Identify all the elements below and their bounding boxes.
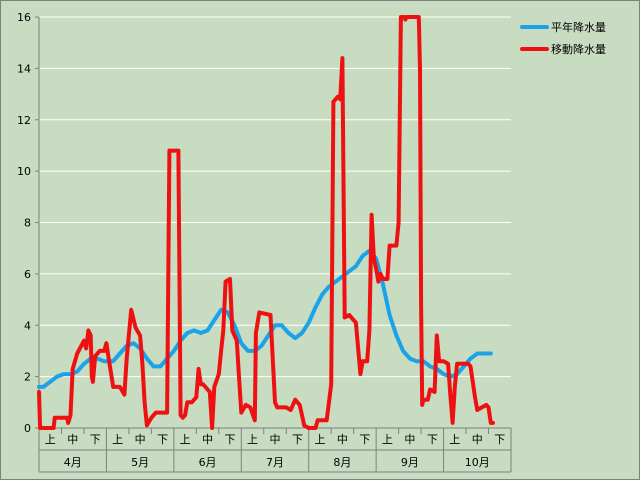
y-tick-label-4: 4 <box>24 319 31 332</box>
period-label: 下 <box>157 433 168 446</box>
period-label: 中 <box>337 433 348 446</box>
axes <box>35 16 512 473</box>
y-tick-label-2: 2 <box>24 371 31 384</box>
series-line-normal-rainfall <box>37 248 493 389</box>
period-label: 中 <box>135 433 146 446</box>
month-label: 8月 <box>333 456 351 469</box>
period-label: 中 <box>67 433 78 446</box>
month-label: 7月 <box>266 456 284 469</box>
legend-label-normal-rainfall: 平年降水量 <box>551 20 606 34</box>
period-label: 中 <box>202 433 213 446</box>
period-label: 中 <box>270 433 281 446</box>
series-line-moving-rainfall <box>37 15 495 430</box>
month-label: 10月 <box>465 456 490 469</box>
period-label: 上 <box>449 433 460 446</box>
period-label: 下 <box>359 433 370 446</box>
month-label: 5月 <box>131 456 149 469</box>
y-tick-label-6: 6 <box>24 268 31 281</box>
y-axis-ticks: 0 2 4 6 8 10 12 14 16 <box>17 11 31 435</box>
period-label: 上 <box>180 433 191 446</box>
period-label: 下 <box>494 433 505 446</box>
period-label: 下 <box>427 433 438 446</box>
period-label: 下 <box>225 433 236 446</box>
period-label: 上 <box>45 433 56 446</box>
y-tick-label-10: 10 <box>17 165 31 178</box>
month-label: 4月 <box>64 456 82 469</box>
x-axis-categories: 上中下4月上中下5月上中下6月上中下7月上中下8月上中下9月上中下10月 <box>45 433 506 469</box>
y-tick-label-8: 8 <box>24 217 31 230</box>
period-label: 上 <box>382 433 393 446</box>
y-tick-label-0: 0 <box>24 422 31 435</box>
period-label: 上 <box>112 433 123 446</box>
period-label: 上 <box>247 433 258 446</box>
month-label: 9月 <box>401 456 419 469</box>
period-label: 下 <box>292 433 303 446</box>
y-tick-label-16: 16 <box>17 11 31 24</box>
y-tick-label-12: 12 <box>17 114 31 127</box>
period-label: 上 <box>314 433 325 446</box>
month-label: 6月 <box>199 456 217 469</box>
series-lines <box>37 15 495 430</box>
legend-label-moving-rainfall: 移動降水量 <box>551 42 606 56</box>
period-label: 中 <box>472 433 483 446</box>
y-tick-label-14: 14 <box>17 62 31 75</box>
period-label: 中 <box>404 433 415 446</box>
period-label: 下 <box>90 433 101 446</box>
